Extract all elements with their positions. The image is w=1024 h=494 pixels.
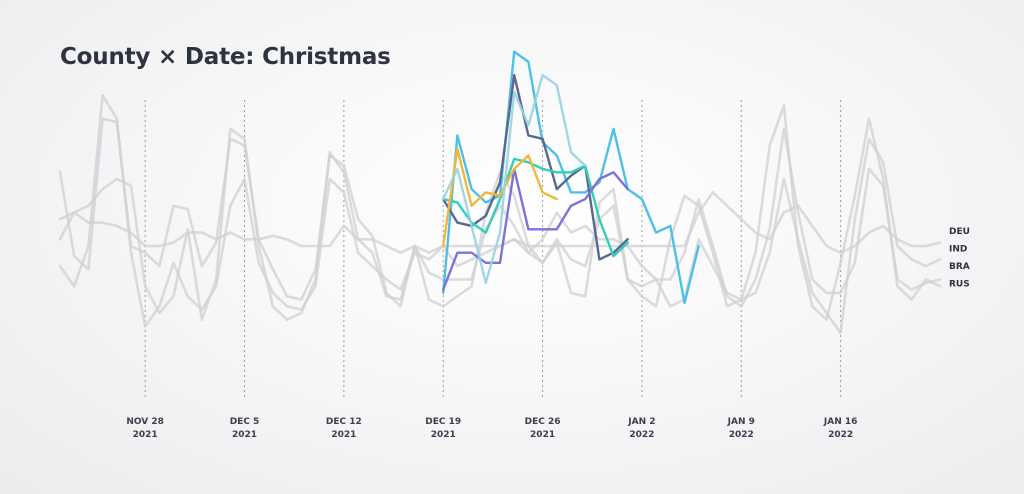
series-line-1 bbox=[58, 104, 942, 322]
legend-item-ind: IND bbox=[949, 245, 967, 255]
legend-item-deu: DEU bbox=[949, 227, 970, 237]
series-line-2 bbox=[58, 94, 942, 335]
x-tick-year: 2021 bbox=[232, 430, 257, 440]
x-tick-label: JAN 2 bbox=[627, 417, 655, 427]
x-tick-year: 2022 bbox=[828, 430, 853, 440]
legend-item-rus: RUS bbox=[949, 280, 970, 290]
highlight-series bbox=[442, 50, 700, 305]
x-tick-year: 2021 bbox=[530, 430, 555, 440]
background-series bbox=[58, 94, 942, 335]
x-tick-year: 2022 bbox=[629, 430, 654, 440]
x-tick-label: DEC 12 bbox=[326, 417, 362, 427]
chart-title: County × Date: Christmas bbox=[60, 44, 391, 70]
series-line-bra bbox=[442, 157, 629, 258]
x-tick-label: DEC 19 bbox=[425, 417, 461, 427]
legend: DEU IND BRA RUS bbox=[949, 227, 970, 290]
series-line-9 bbox=[442, 73, 587, 285]
series-line-deu bbox=[442, 50, 700, 305]
x-tick-label: DEC 26 bbox=[525, 417, 561, 427]
series-line-0 bbox=[58, 117, 942, 308]
x-tick-year: 2022 bbox=[729, 430, 754, 440]
series-line-3 bbox=[58, 191, 942, 254]
x-tick-year: 2021 bbox=[431, 430, 456, 440]
x-tick-label: JAN 9 bbox=[727, 417, 755, 427]
x-tick-label: NOV 28 bbox=[126, 417, 164, 427]
legend-item-bra: BRA bbox=[949, 262, 970, 272]
x-tick-label: JAN 16 bbox=[823, 417, 858, 427]
x-tick-year: 2021 bbox=[133, 430, 158, 440]
x-tick-year: 2021 bbox=[331, 430, 356, 440]
series-line-rus bbox=[442, 167, 629, 291]
x-tick-label: DEC 5 bbox=[230, 417, 260, 427]
x-axis-ticks: NOV 28 2021 DEC 5 2021 DEC 12 2021 DEC 19 2021 D… bbox=[126, 417, 857, 440]
series-line-8 bbox=[442, 147, 558, 248]
